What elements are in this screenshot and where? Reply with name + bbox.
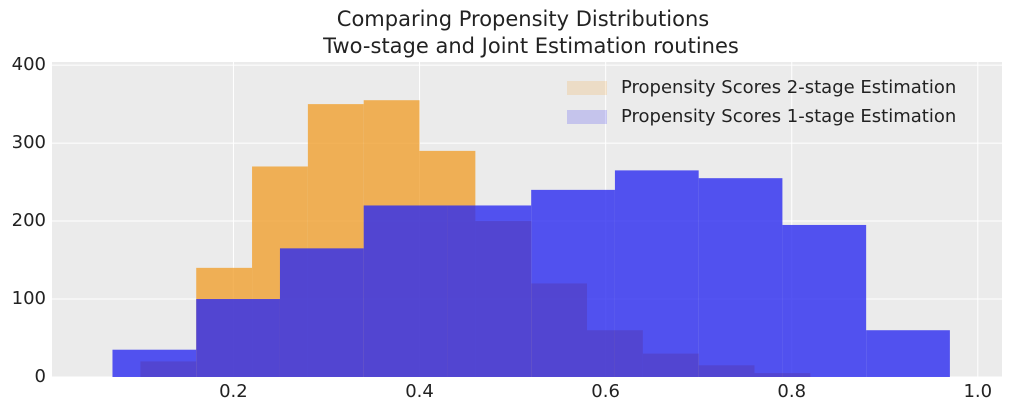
legend-swatch: [567, 110, 607, 124]
x-tick-label: 0.8: [777, 381, 806, 402]
legend-swatch: [567, 81, 607, 95]
x-tick-label: 0.2: [219, 381, 248, 402]
histogram-bar: [196, 299, 280, 377]
histogram-bar: [279, 248, 364, 377]
y-tick-label: 0: [35, 366, 46, 387]
chart-subtitle: Two-stage and Joint Estimation routines: [322, 34, 739, 58]
histogram-bar: [698, 178, 783, 377]
legend-label: Propensity Scores 1-stage Estimation: [621, 106, 956, 127]
x-tick-label: 0.6: [591, 381, 620, 402]
histogram-bar: [531, 189, 615, 377]
histogram-bar: [866, 330, 950, 377]
histogram-bar: [447, 205, 532, 377]
histogram-bar: [112, 349, 197, 377]
y-tick-label: 100: [12, 288, 46, 309]
y-tick-label: 300: [12, 132, 46, 153]
chart-title: Comparing Propensity Distributions: [337, 7, 709, 31]
histogram-bar: [614, 170, 699, 377]
x-tick-label: 1.0: [963, 381, 992, 402]
x-tick-label: 0.4: [405, 381, 434, 402]
histogram-bar: [363, 205, 448, 377]
y-tick-label: 200: [12, 210, 46, 231]
histogram-bar: [782, 224, 867, 377]
y-tick-label: 400: [12, 54, 46, 75]
legend-label: Propensity Scores 2-stage Estimation: [621, 77, 956, 98]
